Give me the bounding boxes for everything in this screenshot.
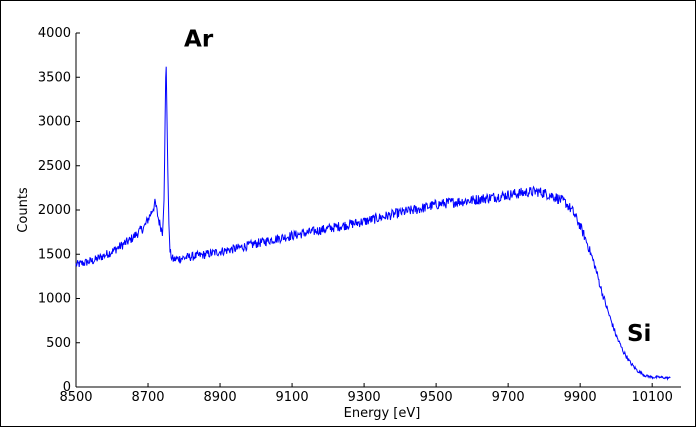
x-tick-label: 8500 bbox=[59, 390, 92, 405]
y-tick-label: 3500 bbox=[38, 70, 71, 85]
annotation-ar: Ar bbox=[184, 26, 214, 52]
plot-area bbox=[75, 66, 671, 381]
x-axis-label: Energy [eV] bbox=[344, 406, 421, 421]
y-tick-label: 3000 bbox=[38, 115, 71, 130]
x-tick-label: 8900 bbox=[204, 390, 237, 405]
y-axis-label: Counts bbox=[16, 187, 31, 233]
spectrum-line bbox=[75, 66, 671, 381]
y-tick-label: 4000 bbox=[38, 26, 71, 41]
x-tick-label: 8700 bbox=[131, 390, 164, 405]
x-tick-label: 9900 bbox=[564, 390, 597, 405]
x-tick-label: 9300 bbox=[348, 390, 381, 405]
y-tick-label: 1000 bbox=[38, 292, 71, 307]
x-tick-label: 9700 bbox=[492, 390, 525, 405]
y-tick-label: 500 bbox=[46, 336, 71, 351]
x-ticks: 8500 8700 8900 9100 9300 9500 9700 9900 10100 bbox=[59, 383, 673, 405]
y-tick-label: 0 bbox=[63, 380, 71, 395]
x-tick-label: 9100 bbox=[276, 390, 309, 405]
annotation-si: Si bbox=[627, 321, 651, 347]
y-tick-label: 2000 bbox=[38, 203, 71, 218]
y-tick-label: 1500 bbox=[38, 247, 71, 262]
x-tick-label: 10100 bbox=[632, 390, 673, 405]
x-tick-label: 9500 bbox=[420, 390, 453, 405]
y-tick-label: 2500 bbox=[38, 159, 71, 174]
y-ticks: 0 500 1000 1500 2000 2500 3000 3500 4000 bbox=[38, 26, 80, 395]
